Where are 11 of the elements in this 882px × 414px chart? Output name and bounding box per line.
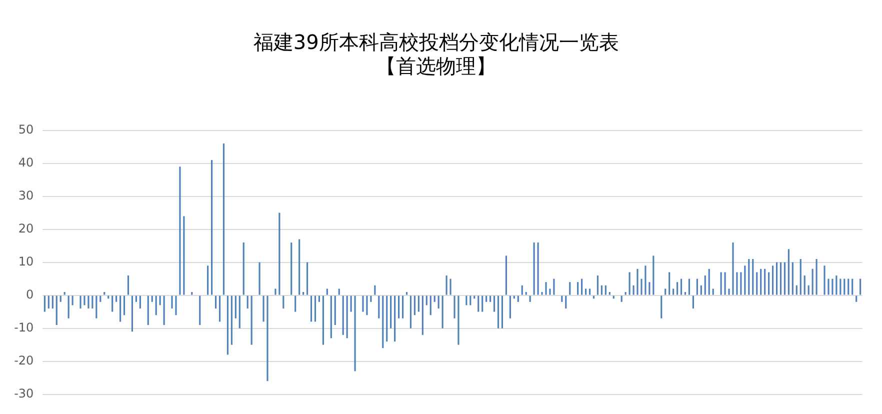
y-tick-label: -10 (14, 320, 34, 334)
y-tick-label: 40 (18, 155, 34, 170)
y-tick-label: 50 (18, 122, 34, 136)
y-tick-label: 30 (18, 188, 34, 202)
y-tick-label: 10 (18, 254, 34, 268)
y-tick-label: 20 (18, 221, 34, 236)
y-tick-label: -20 (14, 353, 34, 368)
chart-subtitle: 【首选物理】 (376, 54, 496, 78)
y-tick-label: -30 (14, 386, 34, 400)
y-tick-label: 0 (26, 287, 34, 302)
chart-title: 福建39所本科高校投档分变化情况一览表 (253, 30, 619, 54)
